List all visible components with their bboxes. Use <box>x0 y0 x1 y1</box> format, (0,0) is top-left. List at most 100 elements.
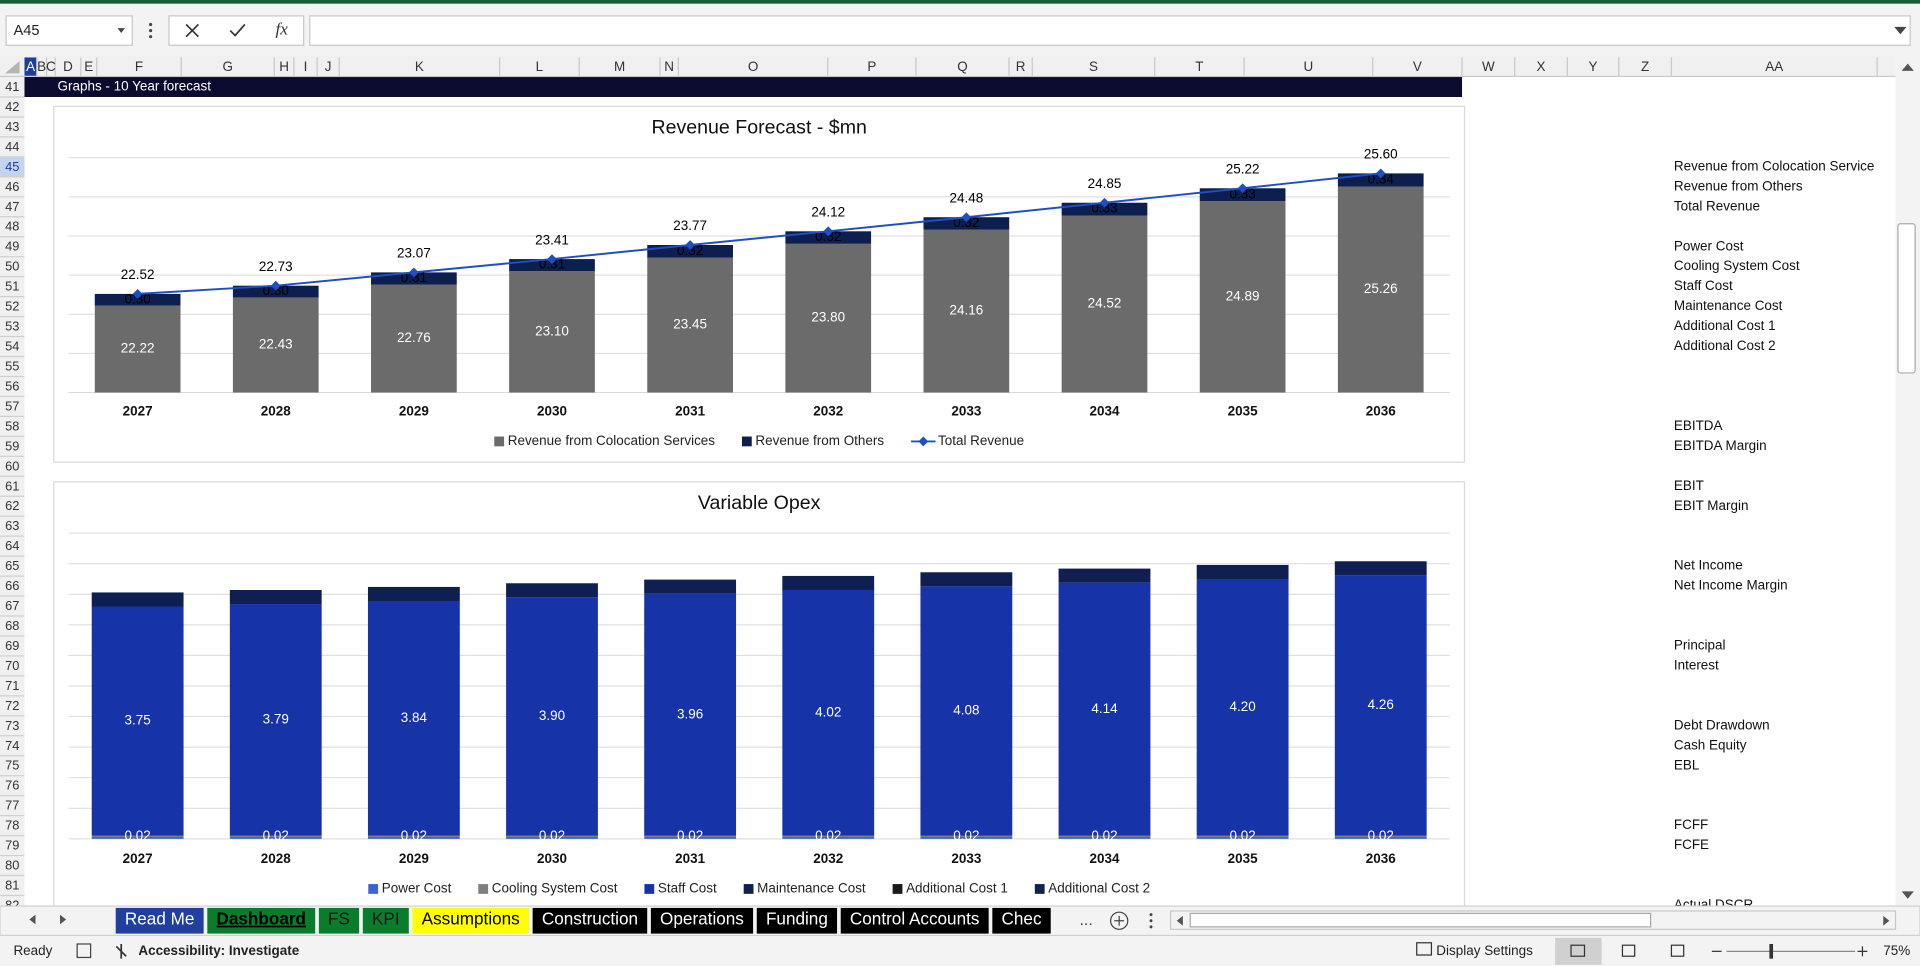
enter-button[interactable] <box>229 23 246 37</box>
column-header[interactable]: P <box>867 59 876 74</box>
sheet-tab[interactable] <box>531 906 649 935</box>
formula-input[interactable] <box>309 15 1911 46</box>
row-header[interactable]: 59 <box>5 438 19 453</box>
page-break-view[interactable] <box>1670 944 1685 957</box>
sheet-tab[interactable] <box>839 906 990 935</box>
column-header[interactable]: AA <box>1765 59 1783 74</box>
macro-icon[interactable] <box>76 943 92 959</box>
name-box-dropdown[interactable] <box>117 28 125 34</box>
name-box[interactable] <box>5 15 133 46</box>
sheet-tab[interactable] <box>411 906 531 935</box>
row-header[interactable]: 56 <box>5 378 19 393</box>
sheet-tab[interactable] <box>991 906 1052 935</box>
cancel-button[interactable] <box>185 23 199 38</box>
column-header[interactable]: Y <box>1589 59 1598 74</box>
row-header[interactable]: 49 <box>5 239 19 254</box>
tab-options[interactable] <box>1149 913 1153 929</box>
sheet-tab[interactable] <box>649 906 755 935</box>
sheet-tab-label[interactable]: Chec <box>1002 909 1042 929</box>
sheet-tab-label[interactable]: Read Me <box>125 909 195 929</box>
column-header[interactable]: E <box>84 59 93 74</box>
zoom-thumb[interactable] <box>1769 943 1774 959</box>
column-header[interactable]: W <box>1482 59 1495 74</box>
scroll-down[interactable] <box>1901 891 1914 899</box>
sheet-tab-label[interactable]: FS <box>328 909 350 929</box>
row-header[interactable]: 44 <box>5 139 19 154</box>
column-header[interactable]: I <box>304 59 308 74</box>
scroll-right[interactable] <box>1883 915 1890 926</box>
column-header[interactable]: L <box>536 59 544 74</box>
row-header[interactable]: 78 <box>5 818 19 833</box>
tab-next[interactable] <box>60 914 67 925</box>
column-header[interactable]: A <box>26 59 35 74</box>
row-header[interactable]: 66 <box>5 578 19 593</box>
row-header[interactable]: 79 <box>5 838 19 853</box>
column-header[interactable]: Z <box>1641 59 1649 74</box>
sheet-tab[interactable] <box>114 906 205 935</box>
column-header[interactable]: T <box>1195 59 1203 74</box>
column-header[interactable]: Q <box>957 59 967 74</box>
h-scroll-thumb[interactable] <box>1189 912 1652 928</box>
accessibility-icon[interactable] <box>115 943 127 959</box>
row-header[interactable]: 54 <box>5 339 19 354</box>
row-header[interactable]: 51 <box>5 279 19 294</box>
select-all[interactable] <box>4 61 20 74</box>
zoom-in[interactable] <box>1857 946 1868 957</box>
normal-view[interactable] <box>1570 944 1586 957</box>
column-header[interactable]: R <box>1016 59 1026 74</box>
row-header[interactable]: 45 <box>5 159 19 174</box>
column-header[interactable]: V <box>1413 59 1422 74</box>
row-header[interactable]: 61 <box>5 478 19 493</box>
row-header[interactable]: 80 <box>5 858 19 873</box>
sheet-tab-label[interactable]: KPI <box>372 909 400 929</box>
row-header[interactable]: 43 <box>5 119 19 134</box>
row-header[interactable]: 50 <box>5 259 19 274</box>
row-header[interactable]: 73 <box>5 718 19 733</box>
sheet-tab-label[interactable]: Dashboard <box>216 909 306 929</box>
row-header[interactable]: 64 <box>5 538 19 553</box>
more-options[interactable] <box>149 22 153 39</box>
row-header[interactable]: 42 <box>5 99 19 114</box>
scroll-up[interactable] <box>1901 63 1914 71</box>
row-header[interactable]: 71 <box>5 678 19 693</box>
sheet-tab[interactable] <box>361 906 411 935</box>
row-header[interactable]: 75 <box>5 758 19 773</box>
row-header[interactable]: 77 <box>5 798 19 813</box>
sheet-tab-label[interactable]: Construction <box>542 909 638 929</box>
row-header[interactable]: 68 <box>5 618 19 633</box>
column-header[interactable]: G <box>223 59 233 74</box>
column-header[interactable]: X <box>1537 59 1546 74</box>
column-header[interactable]: B <box>37 59 46 74</box>
row-header[interactable]: 65 <box>5 558 19 573</box>
sheet-tab[interactable] <box>317 906 361 935</box>
column-header[interactable]: O <box>748 59 758 74</box>
row-header[interactable]: 76 <box>5 778 19 793</box>
column-header[interactable]: N <box>664 59 674 74</box>
sheet-tab-label[interactable]: Funding <box>766 909 828 929</box>
column-header[interactable]: K <box>415 59 424 74</box>
row-header[interactable]: 57 <box>5 398 19 413</box>
sheet-tab-label[interactable]: Operations <box>660 909 744 929</box>
column-header[interactable]: J <box>325 59 332 74</box>
insert-function[interactable]: fx <box>275 20 288 39</box>
row-header[interactable]: 53 <box>5 319 19 334</box>
expand-formula-bar[interactable] <box>1894 26 1907 35</box>
column-header[interactable]: S <box>1089 59 1098 74</box>
row-header[interactable]: 74 <box>5 738 19 753</box>
row-header[interactable]: 47 <box>5 199 19 214</box>
column-header[interactable]: M <box>614 59 625 74</box>
row-header[interactable]: 81 <box>5 878 19 893</box>
row-header[interactable]: 41 <box>5 79 19 94</box>
row-header[interactable]: 72 <box>5 698 19 713</box>
row-header[interactable]: 60 <box>5 458 19 473</box>
row-header[interactable]: 58 <box>5 418 19 433</box>
row-header[interactable]: 67 <box>5 598 19 613</box>
row-header[interactable]: 48 <box>5 219 19 234</box>
row-header[interactable]: 46 <box>5 179 19 194</box>
sheet-tab-label[interactable]: Control Accounts <box>850 909 980 929</box>
sheet-tab[interactable] <box>206 906 317 935</box>
sheet-tab-label[interactable]: Assumptions <box>422 909 520 929</box>
column-header[interactable]: C <box>46 59 56 74</box>
row-header[interactable]: 62 <box>5 498 19 513</box>
scroll-left[interactable] <box>1176 915 1183 926</box>
